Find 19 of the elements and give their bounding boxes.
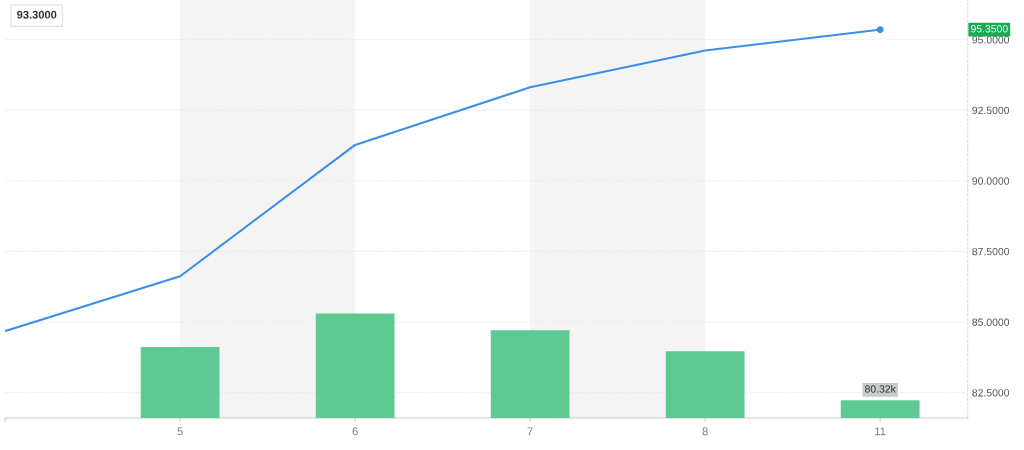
x-tick-label: 7: [527, 427, 533, 436]
bar: [665, 351, 745, 419]
bar: [490, 330, 570, 419]
y-tick-label: 82.5000: [972, 389, 1010, 397]
bar: [140, 346, 220, 419]
annotation: 93.3000: [17, 10, 57, 19]
y-tick-label: 87.5000: [972, 247, 1010, 256]
y-tick-label: 92.5000: [972, 106, 1010, 115]
bar: [840, 400, 920, 419]
x-tick-label: 5: [177, 427, 183, 436]
y-tick-label: 90.0000: [972, 177, 1010, 185]
bar: [315, 313, 395, 419]
x-tick-label: 8: [702, 427, 708, 436]
y-tick-label: 85.0000: [972, 318, 1010, 326]
annotation: 80.32k: [864, 385, 896, 393]
x-tick-label: 11: [875, 427, 886, 436]
text: 95.3500: [970, 25, 1008, 33]
y-tick-label: 95.0000: [972, 36, 1010, 44]
x-tick-label: 6: [352, 427, 358, 436]
